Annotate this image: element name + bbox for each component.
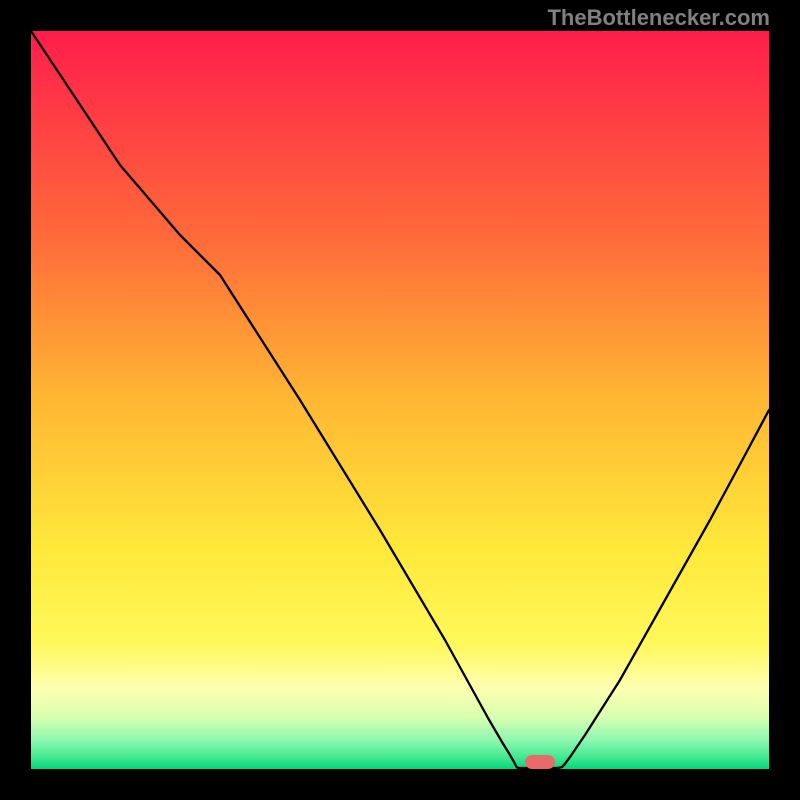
bottleneck-curve: [0, 0, 800, 800]
curve-path: [31, 31, 769, 768]
optimal-marker: [525, 755, 555, 769]
